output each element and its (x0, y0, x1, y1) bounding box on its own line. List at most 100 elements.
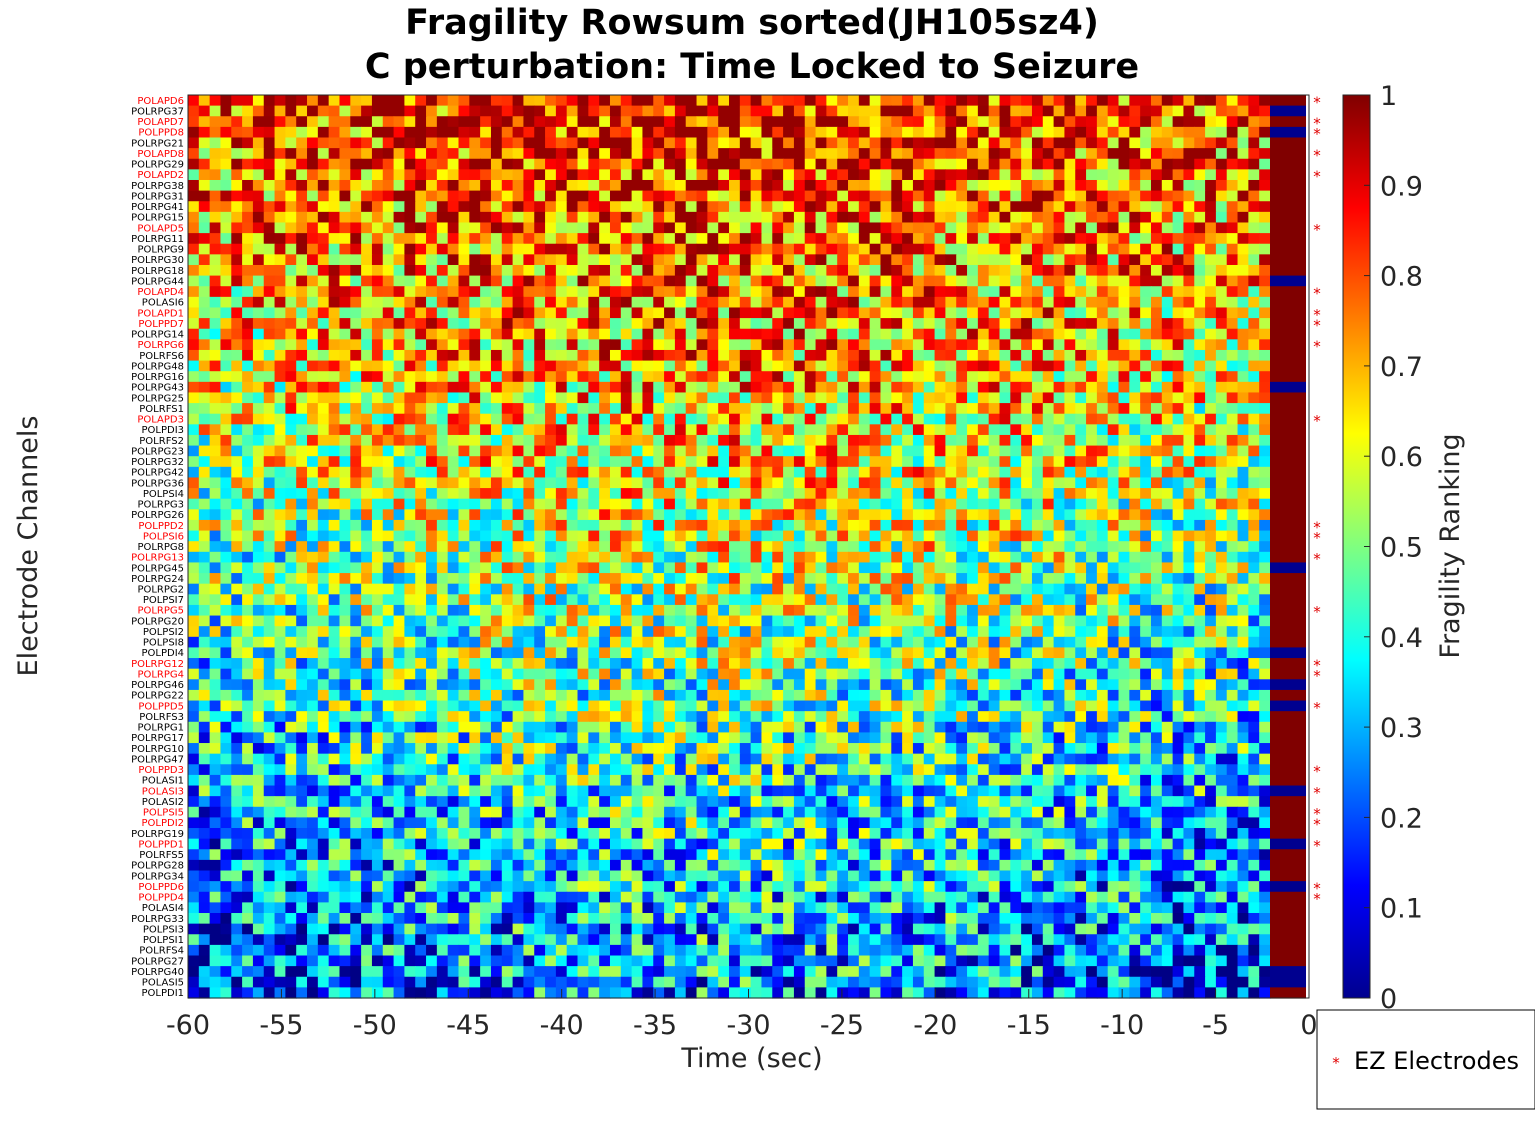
heatmap-cell (350, 477, 362, 489)
heatmap-cell (858, 254, 871, 266)
heatmap-cell (783, 328, 795, 340)
heatmap-cell (1129, 148, 1141, 160)
heatmap-cell (761, 307, 773, 319)
heatmap-cell (545, 148, 557, 160)
heatmap-cell (307, 233, 319, 245)
heatmap-cell (696, 264, 708, 277)
heatmap-cell (793, 477, 806, 489)
heatmap-cell (729, 307, 741, 319)
heatmap-cell (967, 424, 979, 436)
heatmap-cell (999, 519, 1011, 532)
heatmap-cell (263, 169, 276, 181)
heatmap-cell (999, 233, 1011, 245)
heatmap-cell (1215, 594, 1228, 606)
heatmap-cell (999, 105, 1011, 117)
heatmap-cell (447, 445, 460, 457)
heatmap-cell (350, 519, 362, 532)
heatmap-cell (988, 573, 1001, 585)
heatmap-cell (988, 434, 1001, 447)
heatmap-cell (956, 254, 968, 266)
heatmap-cell (436, 360, 449, 372)
heatmap-cell (317, 477, 330, 489)
heatmap-cell (382, 583, 395, 595)
heatmap-cell (1075, 488, 1087, 500)
heatmap-cell (1259, 222, 1271, 234)
heatmap-cell (458, 360, 470, 372)
heatmap-cell (707, 466, 719, 479)
heatmap-cell (880, 360, 892, 372)
heatmap-cell (1031, 116, 1044, 128)
heatmap-cell (220, 318, 232, 330)
heatmap-cell (382, 296, 395, 309)
heatmap-cell (674, 583, 687, 595)
heatmap-cell (447, 498, 460, 510)
heatmap-cell (718, 583, 730, 595)
heatmap-cell (934, 434, 946, 447)
heatmap-cell (772, 594, 784, 606)
heatmap-cell (1096, 328, 1109, 340)
heatmap-cell (718, 190, 730, 202)
heatmap-cell (545, 403, 557, 415)
heatmap-cell (566, 573, 579, 585)
heatmap-cell (339, 158, 351, 170)
heatmap-cell (1183, 403, 1195, 415)
heatmap-cell (761, 339, 773, 351)
heatmap-cell (296, 562, 308, 574)
heatmap-cell (1183, 233, 1195, 245)
heatmap-cell (977, 137, 990, 149)
heatmap-cell (469, 148, 481, 160)
heatmap-cell (923, 169, 936, 181)
heatmap-cell (664, 105, 676, 117)
heatmap-cell (934, 477, 946, 489)
heatmap-cell (934, 583, 946, 595)
heatmap-cell (858, 604, 871, 617)
heatmap-cell (447, 371, 460, 383)
heatmap-cell (956, 264, 968, 277)
heatmap-cell (317, 594, 330, 606)
heatmap-cell (653, 339, 665, 351)
heatmap-cell (631, 392, 644, 404)
heatmap-cell (242, 360, 254, 372)
heatmap-cell (1183, 562, 1195, 574)
heatmap-cell (198, 179, 211, 192)
heatmap-cell (631, 381, 644, 394)
heatmap-cell (685, 126, 698, 139)
heatmap-cell (415, 275, 427, 287)
heatmap-cell (869, 307, 882, 319)
heatmap-cell (1140, 254, 1152, 266)
heatmap-cell (912, 541, 925, 553)
heatmap-cell (501, 604, 514, 617)
heatmap-cell (1118, 477, 1130, 489)
heatmap-cell (772, 169, 784, 181)
heatmap-cell (1194, 126, 1206, 139)
heatmap-cell (1215, 222, 1228, 234)
heatmap-cell (501, 530, 514, 542)
heatmap-cell (382, 158, 395, 170)
heatmap-cell (793, 243, 806, 255)
heatmap-cell (1194, 190, 1206, 202)
heatmap-cell (1215, 488, 1228, 500)
heatmap-cell (534, 254, 546, 266)
heatmap-cell (209, 254, 222, 266)
heatmap-cell (848, 296, 860, 309)
heatmap-cell (848, 371, 860, 383)
heatmap-cell (739, 254, 752, 266)
heatmap-cell (490, 137, 503, 149)
heatmap-cell (198, 392, 211, 404)
heatmap-cell (793, 381, 806, 394)
heatmap-cell (880, 339, 892, 351)
heatmap-cell (848, 179, 860, 192)
heatmap-cell (945, 105, 957, 117)
heatmap-cell (609, 413, 622, 425)
heatmap-cell (371, 233, 384, 245)
heatmap-cell (231, 604, 243, 617)
heatmap-cell (837, 126, 849, 139)
heatmap-cell (674, 562, 687, 574)
heatmap-cell (750, 126, 763, 139)
heatmap-cell (1129, 381, 1141, 394)
heatmap-cell (999, 179, 1011, 192)
heatmap-cell (988, 551, 1001, 564)
heatmap-cell (263, 541, 276, 553)
heatmap-cell (664, 466, 676, 479)
heatmap-cell (1194, 286, 1206, 298)
